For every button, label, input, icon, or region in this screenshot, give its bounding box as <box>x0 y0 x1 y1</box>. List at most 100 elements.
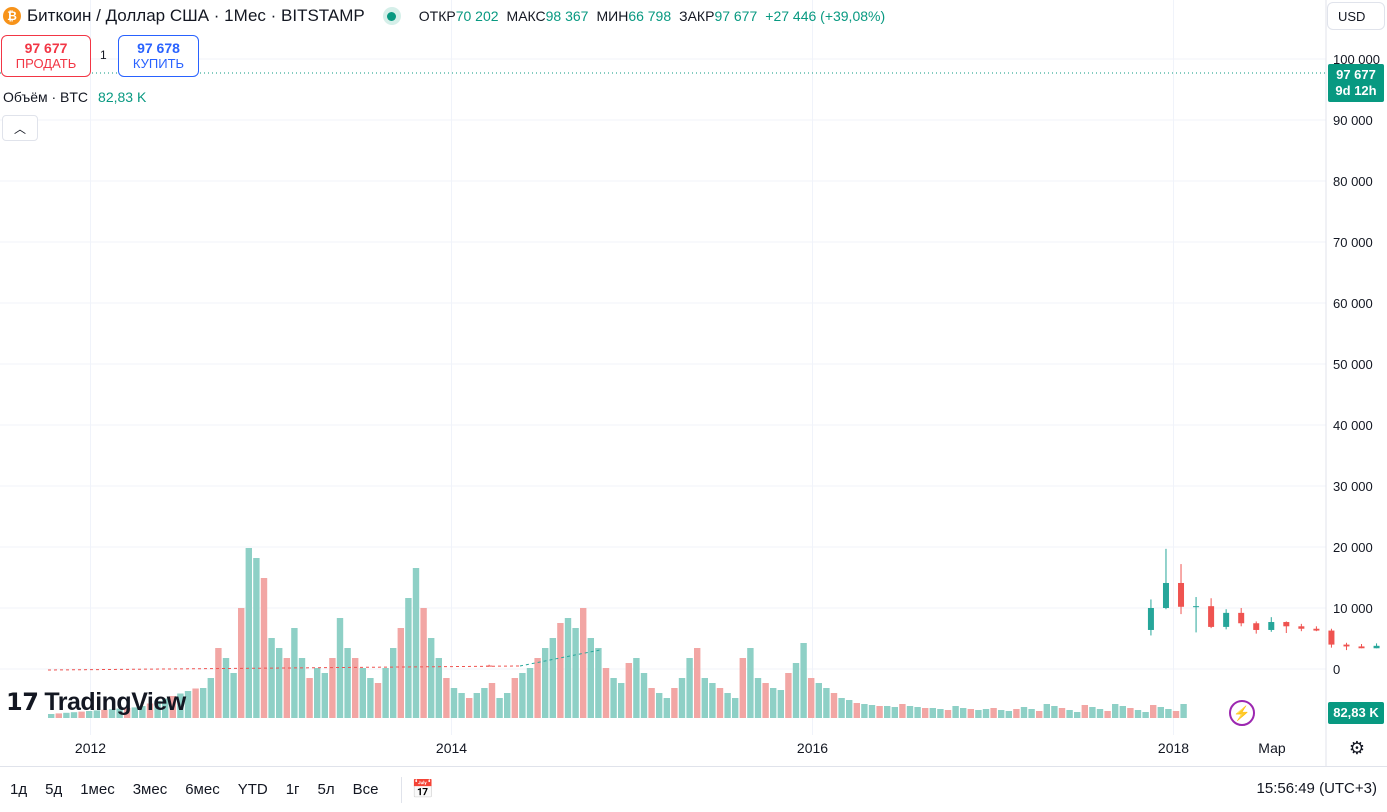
tradingview-logo[interactable]: 𝟭𝟳 TradingView <box>6 688 186 716</box>
volume-bar <box>1165 709 1172 718</box>
volume-bar <box>230 673 237 718</box>
volume-bar <box>633 658 640 718</box>
range-button-5[interactable]: YTD <box>237 781 268 798</box>
volume-bar <box>792 663 800 718</box>
volume-bar <box>1051 706 1058 718</box>
volume-bar <box>595 648 602 718</box>
volume-bar <box>754 678 762 718</box>
gear-icon[interactable]: ⚙ <box>1348 737 1366 758</box>
sell-label: ПРОДАТЬ <box>15 56 77 71</box>
y-tick-label: 70 000 <box>1333 235 1373 250</box>
volume-bar <box>184 691 192 718</box>
buy-label: КУПИТЬ <box>132 56 185 71</box>
volume-bar <box>344 648 351 718</box>
volume-legend[interactable]: Объём · BTC 82,83 K <box>3 89 147 105</box>
volume-bar <box>1020 707 1028 718</box>
volume-bar <box>1043 704 1050 718</box>
buy-button[interactable]: 97 678 КУПИТЬ <box>118 35 199 77</box>
volume-bar <box>435 658 442 718</box>
volume-bar <box>496 698 503 718</box>
volume-bar <box>336 618 344 718</box>
volume-bar <box>458 693 465 718</box>
volume-bar <box>1066 710 1073 718</box>
sell-button[interactable]: 97 677 ПРОДАТЬ <box>1 35 91 77</box>
volume-bar <box>610 678 617 718</box>
y-tick-label: 90 000 <box>1333 113 1373 128</box>
volume-bar <box>55 713 62 718</box>
price-chart[interactable]: 100 000 90 000 80 000 70 000 60 000 50 000 40 … <box>0 0 1387 766</box>
lightning-icon[interactable]: ⚡ <box>1229 700 1255 726</box>
volume-bar <box>238 608 245 718</box>
volume-bar <box>648 688 655 718</box>
volume-bar <box>260 578 268 718</box>
volume-bar <box>428 638 435 718</box>
calendar-icon[interactable]: 📅 <box>411 779 434 799</box>
volume-bar <box>716 688 724 718</box>
currency-select[interactable]: USD <box>1327 2 1385 30</box>
volume-bar <box>70 712 78 718</box>
volume-bar <box>276 648 283 718</box>
volume-bar <box>420 608 427 718</box>
y-tick-label: 80 000 <box>1333 174 1373 189</box>
volume-bar <box>1119 706 1126 718</box>
symbol-title[interactable]: Биткоин / Доллар США · 1Мес · BITSTAMP <box>27 6 365 25</box>
volume-bar <box>823 688 830 718</box>
volume-bar <box>412 568 420 718</box>
volume-bar <box>86 711 93 718</box>
candle-body <box>1193 606 1200 608</box>
volume-bar <box>405 598 412 718</box>
range-button-6[interactable]: 1г <box>285 781 300 798</box>
candle-body <box>1208 606 1215 627</box>
volume-bar <box>625 663 632 718</box>
volume-bar <box>906 706 914 718</box>
volume-bar <box>982 709 990 718</box>
volume-bar <box>998 710 1005 718</box>
volume-bar <box>314 668 321 718</box>
range-button-1[interactable]: 5д <box>45 781 63 798</box>
volume-bar <box>899 704 906 718</box>
volume-bar <box>192 688 199 718</box>
volume-tag: 82,83 K <box>1328 702 1384 724</box>
candlesticks <box>486 548 1380 667</box>
volume-bar <box>1142 712 1149 718</box>
volume-bar <box>200 688 207 718</box>
volume-bar <box>1036 711 1043 718</box>
volume-bar <box>1058 708 1066 718</box>
volume-bar <box>952 706 959 718</box>
volume-bar <box>511 678 518 718</box>
chevron-up-icon[interactable]: ︿ <box>2 115 38 141</box>
volume-bar <box>868 705 876 718</box>
volume-bar <box>321 673 328 718</box>
volume-bar <box>853 703 860 718</box>
volume-bar <box>283 658 290 718</box>
range-button-3[interactable]: 3мес <box>132 781 168 798</box>
volume-bar <box>724 693 731 718</box>
range-button-2[interactable]: 1мес <box>80 781 115 798</box>
candle-body <box>1358 646 1365 649</box>
last-price-tag: 97 677 9d 12h <box>1328 64 1384 102</box>
volume-bar <box>572 628 579 718</box>
volume-bar <box>861 704 868 718</box>
market-status-icon[interactable] <box>382 7 401 25</box>
clock[interactable]: 15:56:49 (UTC+3) <box>1256 780 1377 797</box>
volume-bar <box>1028 709 1035 718</box>
range-button-7[interactable]: 5л <box>317 781 335 798</box>
volume-bar <box>222 658 230 718</box>
candle-body <box>1178 582 1185 607</box>
range-button-4[interactable]: 6мес <box>185 781 220 798</box>
volume-bar <box>139 706 146 718</box>
volume-bar <box>694 648 701 718</box>
range-button-8[interactable]: Все <box>352 781 379 798</box>
y-tick-label: 50 000 <box>1333 357 1373 372</box>
volume-bar <box>967 709 974 718</box>
volume-bar <box>268 638 275 718</box>
volume-bar <box>587 638 594 718</box>
volume-bar <box>846 700 853 718</box>
early-price-trace <box>519 649 601 667</box>
volume-bar <box>549 638 556 718</box>
volume-bar <box>838 698 845 718</box>
volume-bar <box>732 698 739 718</box>
volume-bar <box>306 678 313 718</box>
volume-bar <box>1081 705 1088 718</box>
range-button-0[interactable]: 1д <box>10 781 28 798</box>
